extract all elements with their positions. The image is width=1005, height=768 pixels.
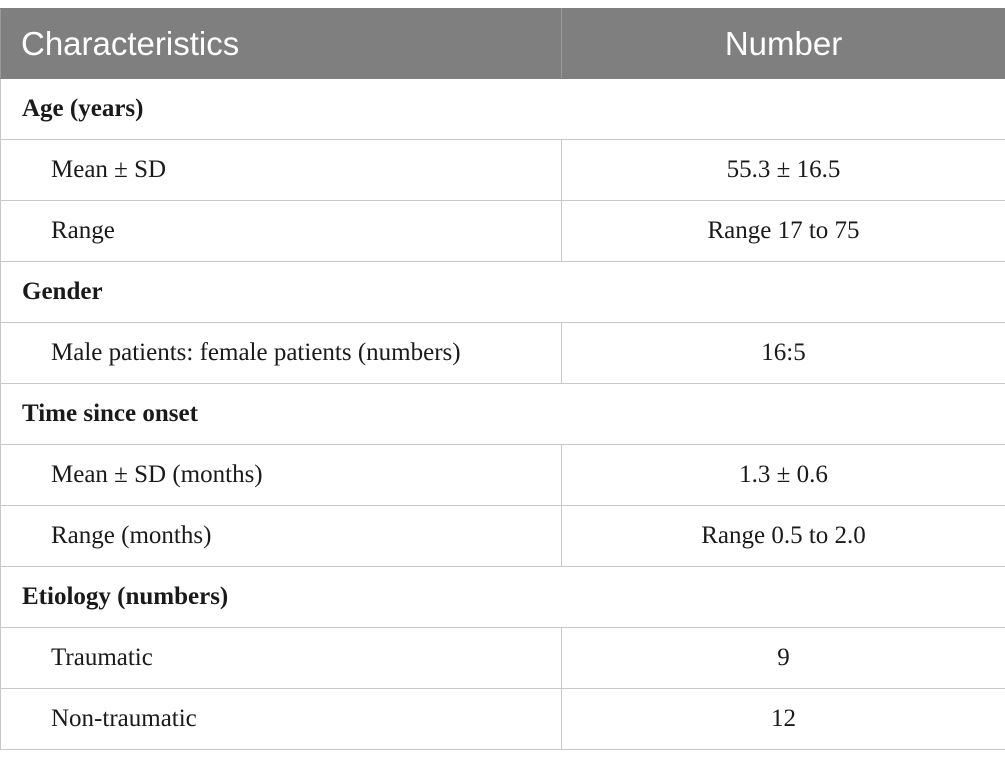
table-header: Characteristics Number: [0, 8, 1005, 79]
section-title: Etiology (numbers): [0, 566, 1005, 628]
table-row: Male patients: female patients (numbers)…: [0, 322, 1005, 384]
row-label: Range (months): [0, 505, 562, 567]
table-row: Range (months) Range 0.5 to 2.0: [0, 505, 1005, 567]
row-value: 12: [561, 688, 1005, 750]
section-title: Gender: [0, 261, 1005, 323]
header-characteristics: Characteristics: [0, 8, 562, 79]
row-label: Male patients: female patients (numbers): [0, 322, 562, 384]
characteristics-table: Characteristics Number Age (years) Mean …: [0, 8, 1005, 750]
row-label: Non-traumatic: [0, 688, 562, 750]
row-value: 1.3 ± 0.6: [561, 444, 1005, 506]
row-value: Range 17 to 75: [561, 200, 1005, 262]
row-value: Range 0.5 to 2.0: [561, 505, 1005, 567]
section-title: Time since onset: [0, 383, 1005, 445]
row-label: Mean ± SD: [0, 139, 562, 201]
table-row: Mean ± SD (months) 1.3 ± 0.6: [0, 444, 1005, 506]
row-label: Mean ± SD (months): [0, 444, 562, 506]
header-number: Number: [561, 8, 1005, 79]
table-body: Age (years) Mean ± SD 55.3 ± 16.5 Range …: [0, 78, 1005, 750]
row-value: 16:5: [561, 322, 1005, 384]
table-row: Traumatic 9: [0, 627, 1005, 689]
section-row-gender: Gender: [0, 261, 1005, 323]
characteristics-table-container: Characteristics Number Age (years) Mean …: [0, 8, 1005, 750]
table-row: Mean ± SD 55.3 ± 16.5: [0, 139, 1005, 201]
section-row-etiology: Etiology (numbers): [0, 566, 1005, 628]
section-title: Age (years): [0, 78, 1005, 140]
header-row: Characteristics Number: [0, 8, 1005, 79]
table-row: Range Range 17 to 75: [0, 200, 1005, 262]
table-row: Non-traumatic 12: [0, 688, 1005, 750]
row-value: 9: [561, 627, 1005, 689]
section-row-age: Age (years): [0, 78, 1005, 140]
row-value: 55.3 ± 16.5: [561, 139, 1005, 201]
row-label: Range: [0, 200, 562, 262]
row-label: Traumatic: [0, 627, 562, 689]
section-row-time-since-onset: Time since onset: [0, 383, 1005, 445]
